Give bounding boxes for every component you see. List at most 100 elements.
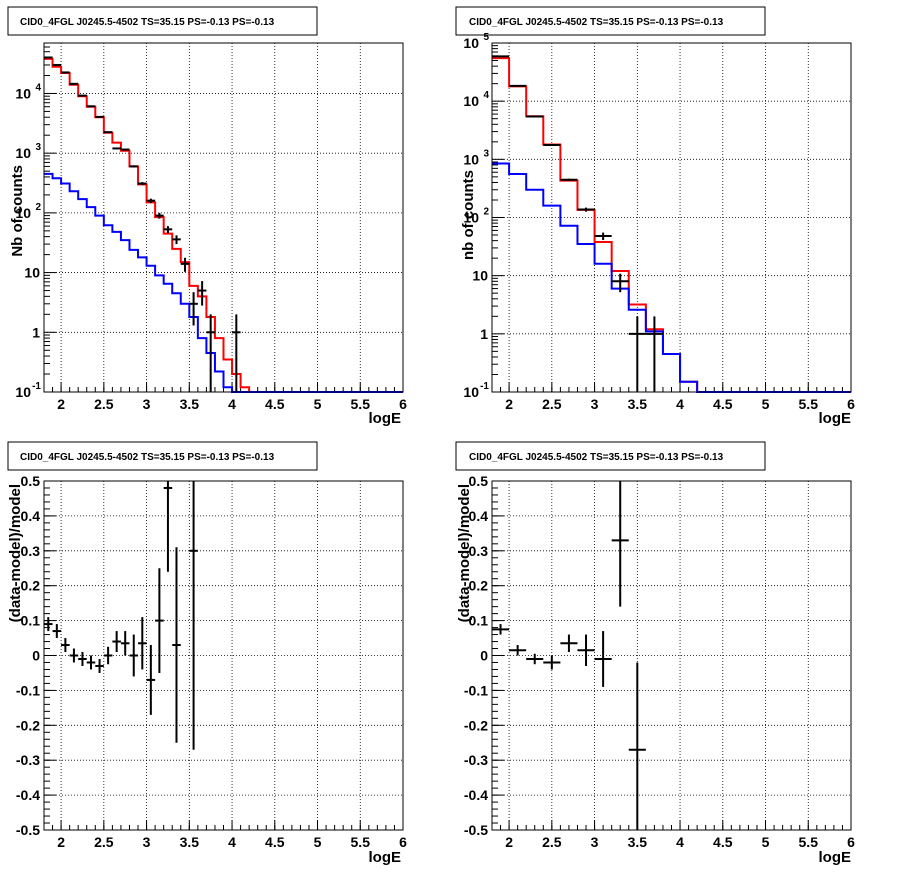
x-tick-label: 2 bbox=[505, 834, 513, 850]
y-axis-label: (data-model)/model bbox=[7, 484, 24, 622]
plot-frame bbox=[491, 480, 852, 831]
y-tick-label: 10 bbox=[463, 151, 479, 167]
x-tick-label: 5 bbox=[314, 834, 322, 850]
y-tick-label: -0.3 bbox=[464, 752, 488, 768]
y-tick-label: -0.1 bbox=[464, 682, 488, 698]
y-tick-label: 0 bbox=[480, 648, 488, 664]
panel-title: CID0_4FGL J0245.5-4502 TS=35.15 PS=-0.13… bbox=[20, 452, 275, 463]
x-tick-label: 3.5 bbox=[180, 396, 200, 412]
y-tick-label: 10 bbox=[463, 35, 479, 51]
plot-frame bbox=[491, 42, 852, 393]
x-tick-label: 2 bbox=[57, 396, 65, 412]
x-tick-label: 4 bbox=[228, 834, 236, 850]
y-axis-label: (data-model)/model bbox=[456, 484, 473, 622]
y-tick-label: 0.4 bbox=[469, 508, 489, 524]
panel-title: CID0_4FGL J0245.5-4502 TS=35.15 PS=-0.13… bbox=[469, 17, 724, 28]
y-tick-label: 0.1 bbox=[21, 613, 41, 629]
panel-resid-right: CID0_4FGL J0245.5-4502 TS=35.15 PS=-0.13… bbox=[455, 441, 855, 866]
x-tick-label: 5 bbox=[762, 396, 770, 412]
y-tick-exponent: 4 bbox=[35, 82, 41, 93]
x-tick-label: 3.5 bbox=[180, 834, 200, 850]
x-tick-label: 3.5 bbox=[628, 396, 648, 412]
x-axis-label: logE bbox=[369, 849, 402, 866]
x-tick-label: 5.5 bbox=[351, 834, 371, 850]
plot-frame bbox=[43, 480, 404, 831]
panel-title: CID0_4FGL J0245.5-4502 TS=35.15 PS=-0.13… bbox=[469, 452, 724, 463]
y-tick-label: -0.4 bbox=[16, 787, 40, 803]
x-tick-label: 3.5 bbox=[628, 834, 648, 850]
panel-title: CID0_4FGL J0245.5-4502 TS=35.15 PS=-0.13… bbox=[20, 17, 275, 28]
x-tick-label: 2.5 bbox=[94, 834, 114, 850]
panel-title-box bbox=[7, 6, 318, 36]
x-tick-label: 4 bbox=[676, 396, 684, 412]
x-tick-label: 4.5 bbox=[265, 834, 285, 850]
x-tick-label: 3 bbox=[591, 396, 599, 412]
y-tick-exponent: 4 bbox=[483, 90, 489, 101]
x-tick-label: 2.5 bbox=[542, 396, 562, 412]
y-tick-exponent: 3 bbox=[483, 148, 489, 159]
y-tick-label: 10 bbox=[472, 268, 488, 284]
x-tick-label: 5.5 bbox=[799, 396, 819, 412]
y-tick-label: -0.5 bbox=[464, 822, 488, 838]
y-tick-label: 0.2 bbox=[469, 578, 489, 594]
y-tick-label: -0.2 bbox=[464, 717, 488, 733]
panel-title-box bbox=[455, 6, 766, 36]
y-tick-label: -0.2 bbox=[16, 717, 40, 733]
x-tick-label: 2 bbox=[505, 396, 513, 412]
y-tick-label: 0.4 bbox=[21, 508, 41, 524]
histogram-series bbox=[492, 162, 851, 393]
x-axis-label: logE bbox=[819, 410, 852, 427]
histogram-series bbox=[44, 57, 403, 393]
x-tick-label: 2.5 bbox=[94, 396, 114, 412]
y-tick-label: 10 bbox=[15, 85, 31, 101]
panel-counts-right: CID0_4FGL J0245.5-4502 TS=35.15 PS=-0.13… bbox=[455, 6, 855, 427]
panel-title-box bbox=[7, 441, 318, 471]
x-tick-label: 6 bbox=[399, 396, 407, 412]
x-tick-label: 2.5 bbox=[542, 834, 562, 850]
x-tick-label: 5.5 bbox=[799, 834, 819, 850]
x-tick-label: 5 bbox=[762, 834, 770, 850]
x-tick-label: 5.5 bbox=[351, 396, 371, 412]
x-axis-label: logE bbox=[819, 849, 852, 866]
y-tick-label: 0.5 bbox=[469, 473, 489, 489]
x-tick-label: 6 bbox=[847, 396, 855, 412]
y-tick-label: 10 bbox=[463, 210, 479, 226]
x-tick-label: 3 bbox=[143, 834, 151, 850]
x-tick-label: 4 bbox=[228, 396, 236, 412]
y-tick-exponent: 5 bbox=[483, 32, 489, 43]
y-tick-label: 10 bbox=[15, 145, 31, 161]
histogram-series bbox=[492, 57, 851, 393]
y-tick-label: 10 bbox=[24, 265, 40, 281]
y-tick-label: 10 bbox=[15, 384, 31, 400]
x-tick-label: 6 bbox=[847, 834, 855, 850]
y-tick-label: -0.4 bbox=[464, 787, 488, 803]
plot-frame bbox=[43, 42, 404, 393]
y-tick-exponent: 2 bbox=[483, 207, 489, 218]
panel-counts-left: CID0_4FGL J0245.5-4502 TS=35.15 PS=-0.13… bbox=[7, 6, 407, 427]
y-tick-label: 0.3 bbox=[469, 543, 489, 559]
y-tick-label: 0.2 bbox=[21, 578, 41, 594]
y-tick-label: 0.3 bbox=[21, 543, 41, 559]
y-tick-label: 0 bbox=[32, 648, 40, 664]
x-tick-label: 5 bbox=[314, 396, 322, 412]
y-tick-exponent: 2 bbox=[35, 202, 41, 213]
x-tick-label: 4.5 bbox=[265, 396, 285, 412]
x-tick-label: 3 bbox=[591, 834, 599, 850]
x-axis-label: logE bbox=[369, 410, 402, 427]
x-tick-label: 3 bbox=[143, 396, 151, 412]
y-axis-label: nb of counts bbox=[460, 170, 477, 260]
y-tick-label: 1 bbox=[32, 324, 40, 340]
y-axis-label: Nb of counts bbox=[9, 165, 26, 257]
x-tick-label: 4.5 bbox=[713, 834, 733, 850]
panel-resid-left: CID0_4FGL J0245.5-4502 TS=35.15 PS=-0.13… bbox=[7, 441, 407, 866]
y-tick-label: 10 bbox=[463, 384, 479, 400]
y-tick-label: -0.3 bbox=[16, 752, 40, 768]
y-tick-exponent: -1 bbox=[32, 381, 41, 392]
panel-title-box bbox=[455, 441, 766, 471]
x-tick-label: 6 bbox=[399, 834, 407, 850]
y-tick-label: 10 bbox=[463, 93, 479, 109]
y-tick-label: 10 bbox=[15, 205, 31, 221]
y-tick-exponent: -1 bbox=[480, 381, 489, 392]
x-tick-label: 4 bbox=[676, 834, 684, 850]
